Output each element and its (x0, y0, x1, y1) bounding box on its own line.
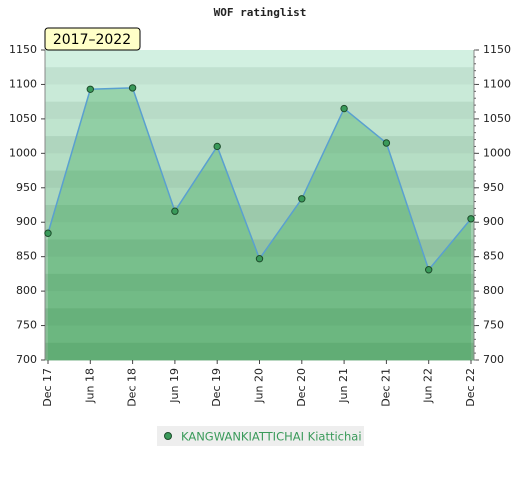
x-tick-label: Jun 22 (422, 368, 435, 404)
y-tick-label: 800 (16, 284, 37, 297)
y-tick-label: 950 (16, 181, 37, 194)
y-tick-label: 750 (16, 319, 37, 332)
area (48, 87, 471, 360)
y-tick-label: 700 (16, 353, 37, 366)
y-tick-label: 1050 (9, 112, 37, 125)
plot-area (44, 50, 475, 361)
marker (213, 142, 221, 151)
y2-tick-label: 750 (483, 319, 504, 332)
grid-band (45, 170, 474, 189)
grid-band (45, 101, 474, 120)
grid-band (45, 50, 474, 68)
grid-band (45, 342, 474, 361)
y-tick-label: 1150 (9, 43, 37, 56)
annotation-box (44, 27, 141, 51)
annotation: 2017–2022 (53, 32, 131, 48)
marker (340, 104, 348, 113)
y2-tick-label: 850 (483, 250, 504, 263)
y2-tick-label: 900 (483, 215, 504, 228)
grid-band (45, 205, 474, 223)
grid-band (45, 67, 474, 85)
x-tick-label: Jun 20 (253, 368, 266, 404)
y2-tick-label: 1100 (483, 77, 511, 90)
y2-tick-label: 1000 (483, 146, 511, 159)
y-tick-label: 900 (16, 215, 37, 228)
grid-band (45, 308, 474, 327)
marker (86, 85, 95, 93)
x-tick-label: Dec 17 (41, 368, 54, 407)
grid-band (45, 84, 474, 103)
y2-tick-label: 1050 (483, 112, 511, 125)
marker (255, 255, 264, 263)
grid-band (45, 222, 474, 240)
x-tick-label: Dec 19 (210, 368, 223, 407)
y-tick-label: 1000 (9, 146, 37, 159)
chart-title: WOF ratinglist (214, 6, 307, 19)
x-tick-label: Dec 20 (295, 368, 308, 407)
marker (382, 139, 391, 147)
marker (425, 266, 433, 274)
grid-band (45, 153, 474, 172)
legend-box (157, 426, 364, 446)
grid-band (45, 325, 474, 344)
y-tick-label: 850 (16, 250, 37, 263)
marker (171, 207, 179, 215)
x-tick-label: Jun 21 (337, 368, 350, 404)
y2-tick-label: 800 (483, 284, 504, 297)
x-tick-label: Jun 18 (83, 368, 96, 404)
marker (44, 229, 52, 237)
x-tick-label: Jun 19 (168, 368, 181, 404)
y2-tick-label: 1150 (483, 43, 511, 56)
x-tick-label: Dec 22 (464, 368, 477, 407)
y-tick-label: 1100 (9, 77, 37, 90)
y2-tick-label: 700 (483, 353, 504, 366)
x-tick-label: Dec 18 (126, 368, 139, 407)
grid-band (45, 291, 474, 309)
y2-tick-label: 950 (483, 181, 504, 194)
grid-band (45, 256, 474, 275)
x-tick-label: Dec 21 (379, 368, 392, 407)
legend-marker (164, 432, 172, 440)
marker (128, 84, 137, 92)
legend-label: KANGWANKIATTICHAI Kiattichai (181, 430, 362, 444)
grid-band (45, 118, 474, 137)
marker (298, 195, 306, 203)
grid-band (45, 136, 474, 154)
grid-band (45, 239, 474, 258)
marker (467, 215, 475, 223)
grid-band (45, 187, 474, 206)
grid-band (45, 273, 474, 292)
